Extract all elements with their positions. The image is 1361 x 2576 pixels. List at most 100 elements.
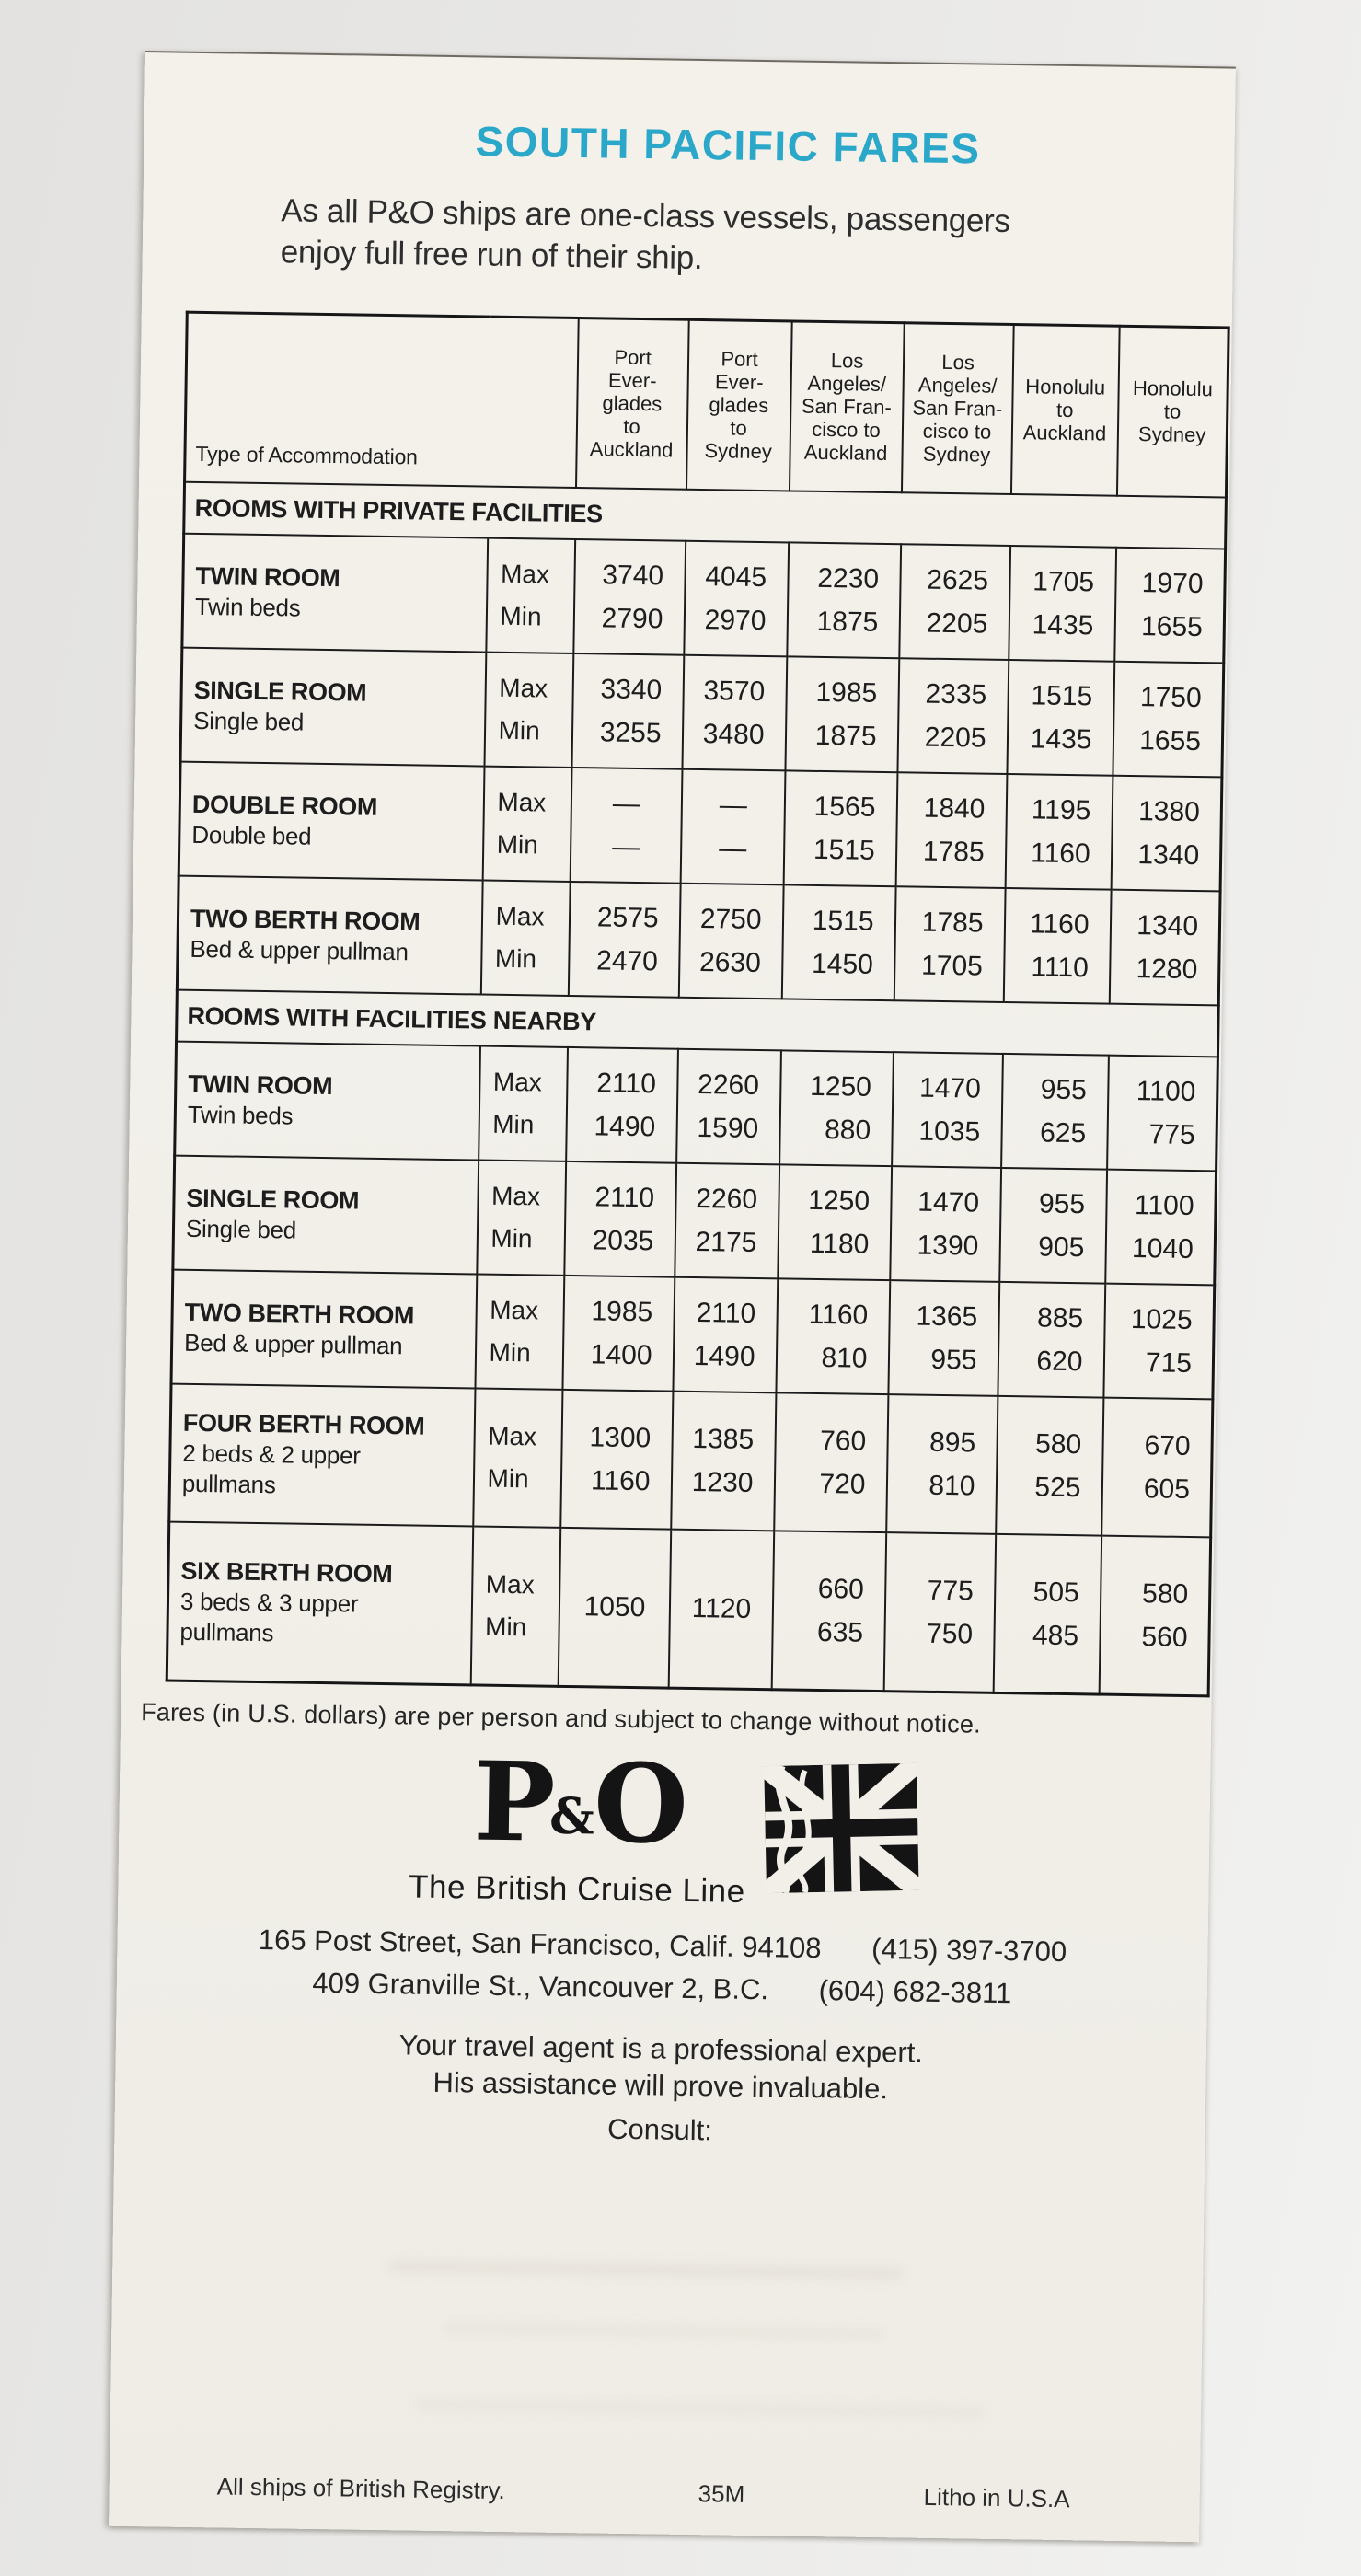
fare-cell: 760 720: [773, 1392, 888, 1533]
fare-cell: 2750 2630: [678, 883, 784, 999]
room-cell: DOUBLE ROOM Double bed: [179, 761, 485, 881]
fare-cell: 1195 1160: [1005, 774, 1113, 890]
address-vancouver: 409 Granville St., Vancouver 2, B.C.: [312, 1966, 769, 2005]
fare-cell: 3740 2790: [572, 539, 686, 655]
fare-cell: 1160 810: [775, 1278, 890, 1395]
room-desc: Twin beds: [194, 592, 301, 622]
max-min-cell: Max Min: [480, 880, 571, 997]
room-name: TWIN ROOM: [188, 1069, 333, 1100]
room-cell: TWO BERTH ROOM Bed & upper pullman: [177, 875, 483, 995]
phone-san-francisco: (415) 397-3700: [871, 1932, 1067, 1968]
column-header-route-5: Honolulu to Sydney: [1116, 325, 1229, 498]
column-header-route-3: Los Angeles/ San Fran- cisco to Sydney: [901, 322, 1014, 495]
union-jack-flag-icon: [763, 1762, 921, 1893]
fare-cell: 2110 1490: [565, 1047, 678, 1163]
fare-cell: 3570 3480: [681, 654, 787, 771]
room-name: FOUR BERTH ROOM: [182, 1408, 425, 1440]
table-row: FOUR BERTH ROOM 2 beds & 2 upper pullmans…: [168, 1383, 1213, 1538]
fare-cell: 2110 2035: [563, 1161, 676, 1277]
room-name: DOUBLE ROOM: [191, 790, 378, 821]
max-min-cell: Max Min: [478, 1045, 568, 1162]
travel-agent-note: Your travel agent is a professional expe…: [398, 2027, 924, 2106]
fare-cell: 1385 1230: [670, 1391, 776, 1531]
fare-cell: 1470 1035: [891, 1052, 1003, 1169]
max-min-cell: Max Min: [470, 1526, 560, 1686]
fare-cell: 1380 1340: [1111, 775, 1222, 892]
room-desc: 2 beds & 2 upper pullmans: [181, 1438, 361, 1499]
fare-cell: 1025 715: [1102, 1283, 1215, 1400]
max-min-cell: Max Min: [474, 1274, 564, 1390]
fare-cell: 2110 1490: [672, 1276, 778, 1393]
max-min-cell: Max Min: [485, 537, 575, 654]
table-row: SINGLE ROOM Single bed Max Min 3340 3255 357…: [180, 647, 1224, 778]
room-cell: TWIN ROOM Twin beds: [181, 533, 488, 653]
room-cell: SIX BERTH ROOM 3 beds & 3 upper pullmans: [167, 1521, 473, 1685]
fare-cell: 2230 1875: [786, 542, 901, 659]
fare-cell: 955 625: [1000, 1054, 1109, 1170]
fare-cell: — —: [680, 768, 785, 885]
fare-cell: 3340 3255: [571, 653, 684, 769]
fare-cell: 670 605: [1101, 1397, 1213, 1538]
fare-cell: 1985 1400: [561, 1275, 675, 1392]
table-row: SIX BERTH ROOM 3 beds & 3 upper pullmans M…: [167, 1521, 1211, 1696]
fare-cell: 1515 1435: [1006, 660, 1114, 776]
fare-cell: 2575 2470: [568, 882, 681, 998]
pando-logo-mark: P&O: [472, 1737, 684, 1868]
room-desc: 3 beds & 3 upper pullmans: [179, 1587, 359, 1647]
room-name: TWIN ROOM: [195, 561, 340, 592]
fare-cell: 2335 2205: [896, 658, 1009, 775]
contact-line-sf: 165 Post Street, San Francisco, Calif. 9…: [117, 1921, 1207, 1970]
column-header-route-4: Honolulu to Auckland: [1010, 324, 1120, 496]
page-title: SOUTH PACIFIC FARES: [475, 117, 981, 173]
room-name: TWO BERTH ROOM: [184, 1298, 415, 1330]
fare-cell: 1365 955: [887, 1280, 999, 1396]
fare-cell: 505 485: [993, 1533, 1101, 1694]
room-cell: SINGLE ROOM Single bed: [172, 1155, 479, 1275]
fare-cell: 1250 1180: [777, 1164, 892, 1281]
fare-cell: 1160 1110: [1003, 888, 1112, 1004]
table-row: DOUBLE ROOM Double bed Max Min — — — —1565 1…: [179, 761, 1222, 892]
table-body: ROOMS WITH PRIVATE FACILITIES TWIN ROOM Tw…: [167, 481, 1227, 1696]
column-header-accommodation: Type of Accommodation: [184, 311, 579, 489]
consult-label: Consult:: [606, 2112, 713, 2147]
footer-registry: All ships of British Registry.: [216, 2472, 505, 2505]
ghost-showthrough: [443, 2323, 885, 2339]
fare-cell: 1515 1450: [781, 884, 896, 1001]
room-cell: TWO BERTH ROOM Bed & upper pullman: [171, 1269, 477, 1389]
room-name: SINGLE ROOM: [193, 676, 367, 707]
fares-note: Fares (in U.S. dollars) are per person a…: [141, 1697, 982, 1739]
room-name: SIX BERTH ROOM: [180, 1556, 393, 1588]
column-header-route-1: Port Ever- glades to Sydney: [686, 318, 792, 491]
fare-cell: 1100 1040: [1104, 1169, 1217, 1286]
room-cell: SINGLE ROOM Single bed: [180, 647, 486, 767]
pando-logo: P&O The British Cruise Line: [118, 1737, 1210, 1917]
ghost-showthrough: [414, 2398, 986, 2418]
room-name: TWO BERTH ROOM: [190, 904, 421, 936]
fare-cell: 1985 1875: [784, 656, 899, 773]
fare-cell: 2260 1590: [675, 1048, 781, 1165]
table-header: Type of Accommodation Port Ever- glades t…: [184, 311, 1229, 498]
fare-cell: 2625 2205: [898, 544, 1010, 661]
room-desc: Twin beds: [187, 1100, 294, 1130]
brochure-page: SOUTH PACIFIC FARES As all P&O ships are…: [109, 51, 1236, 2543]
fare-cell: 1050: [558, 1527, 671, 1688]
fare-cell: 1705 1435: [1008, 546, 1116, 662]
table-row: TWO BERTH ROOM Bed & upper pullman Max Min…: [177, 875, 1221, 1006]
column-header-route-0: Port Ever- glades to Auckland: [575, 318, 689, 490]
header-row: Type of Accommodation Port Ever- glades t…: [184, 311, 1229, 498]
fare-cell: 885 620: [997, 1282, 1105, 1398]
footer-litho: Litho in U.S.A: [923, 2482, 1070, 2513]
max-min-cell: Max Min: [472, 1388, 562, 1528]
fares-table: Type of Accommodation Port Ever- glades t…: [165, 310, 1230, 1697]
fare-cell: 580 560: [1099, 1535, 1211, 1696]
footer-print-code: 35M: [698, 2479, 745, 2508]
column-header-route-2: Los Angeles/ San Fran- cisco to Auckland: [789, 320, 905, 493]
fare-cell: 1340 1280: [1109, 889, 1221, 1006]
fare-cell: 2260 2175: [674, 1162, 779, 1279]
room-cell: FOUR BERTH ROOM 2 beds & 2 upper pullmans: [168, 1383, 475, 1527]
max-min-cell: Max Min: [484, 652, 573, 768]
fare-cell: 1970 1655: [1113, 547, 1226, 664]
fare-cell: 1100 775: [1106, 1055, 1218, 1172]
logo-tagline: The British Cruise Line: [408, 1868, 745, 1910]
page-footer: All ships of British Registry. 35M Litho…: [109, 2471, 1199, 2521]
